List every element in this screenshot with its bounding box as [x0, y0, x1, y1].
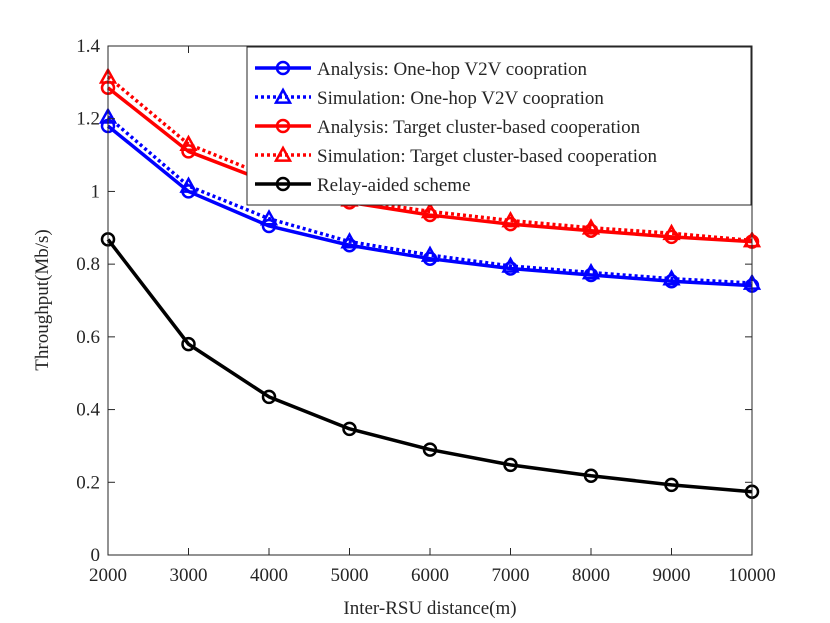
legend-entry: Analysis: One-hop V2V coopration	[255, 59, 588, 80]
data-point	[342, 421, 357, 437]
legend-marker	[273, 87, 293, 104]
legend-box	[246, 46, 752, 206]
series-line	[106, 124, 753, 288]
data-point	[664, 477, 679, 493]
x-tick-label: 8000	[572, 565, 610, 586]
data-point	[503, 457, 518, 473]
x-ticks: 2000 3000 4000 5000 6000 7000 8000 9000 10000	[89, 46, 776, 586]
data-point	[340, 232, 359, 249]
x-tick-label: 9000	[653, 565, 691, 586]
data-point	[662, 269, 681, 286]
legend: Analysis: One-hop V2V coopration Simulati…	[246, 46, 752, 206]
y-tick-label: 1	[91, 181, 101, 202]
data-point	[501, 210, 520, 228]
legend-label: Simulation: One-hop V2V coopration	[317, 88, 604, 109]
data-point	[420, 245, 440, 262]
x-tick-label: 10000	[728, 565, 776, 586]
data-point	[422, 442, 438, 457]
y-tick-label: 1.2	[76, 109, 100, 130]
data-point	[583, 468, 599, 483]
x-tick-label: 3000	[170, 565, 208, 586]
legend-marker	[275, 176, 291, 192]
legend-marker	[273, 145, 293, 162]
data-point	[261, 389, 277, 405]
data-point	[420, 201, 440, 219]
data-point	[179, 134, 198, 152]
y-ticks: 0 0.2 0.4 0.6 0.8 1 1.2 1.4	[76, 36, 752, 566]
x-tick-label: 4000	[250, 565, 288, 586]
y-tick-label: 0	[91, 545, 101, 566]
series-line	[106, 238, 753, 494]
legend-label: Relay-aided scheme	[317, 175, 471, 196]
y-axis-label: Throughput(Mb/s)	[32, 229, 53, 370]
data-point	[181, 336, 196, 352]
legend-entry: Relay-aided scheme	[255, 175, 471, 196]
legend-entry: Analysis: Target cluster-based cooperati…	[255, 117, 641, 138]
data-point	[501, 256, 520, 273]
y-tick-label: 0.8	[76, 254, 100, 275]
y-tick-label: 0.6	[76, 327, 100, 348]
x-tick-label: 7000	[492, 565, 530, 586]
legend-label: Analysis: One-hop V2V coopration	[317, 59, 588, 80]
data-point	[179, 176, 198, 193]
x-tick-label: 5000	[331, 565, 369, 586]
legend-label: Simulation: Target cluster-based coopera…	[317, 146, 658, 167]
data-point	[259, 209, 279, 226]
y-tick-label: 0.2	[76, 472, 100, 493]
data-point	[581, 262, 601, 280]
data-point	[581, 218, 601, 235]
series-line	[106, 75, 753, 243]
legend-marker	[275, 60, 291, 76]
legend-entry: Simulation: Target cluster-based coopera…	[255, 145, 658, 167]
data-point	[662, 223, 681, 241]
series-layer	[98, 67, 762, 499]
legend-marker	[275, 118, 291, 134]
x-axis-label: Inter-RSU distance(m)	[343, 598, 516, 619]
legend-entry: Simulation: One-hop V2V coopration	[255, 87, 604, 109]
y-tick-label: 1.4	[76, 36, 100, 57]
x-tick-label: 2000	[89, 565, 127, 586]
series-line	[106, 86, 753, 244]
y-tick-label: 0.4	[76, 400, 100, 421]
data-point	[181, 144, 196, 159]
legend-label: Analysis: Target cluster-based cooperati…	[317, 117, 641, 138]
x-tick-label: 6000	[411, 565, 449, 586]
